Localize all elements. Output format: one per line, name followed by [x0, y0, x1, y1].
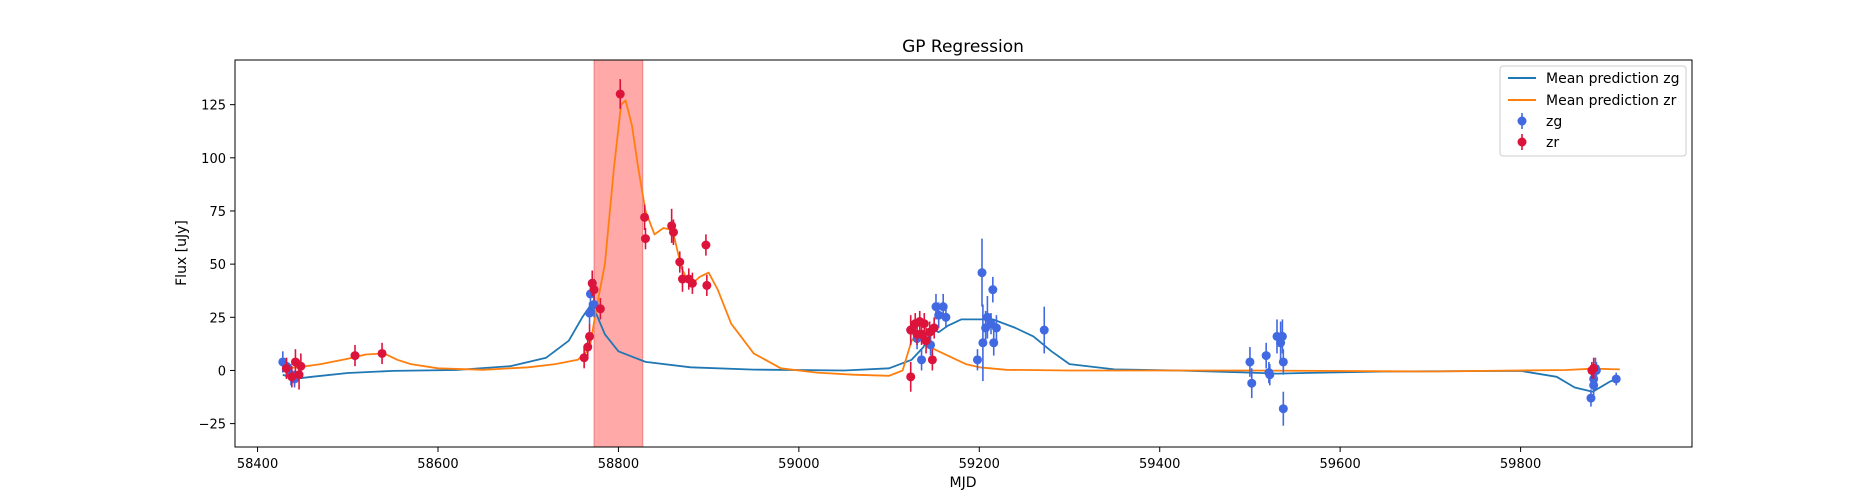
data-point-zr-19 [677, 274, 687, 284]
data-point-zr-7 [579, 353, 589, 363]
observation-points [278, 79, 1621, 426]
chart-title: GP Regression [902, 37, 1024, 57]
y-tick-label: 50 [209, 258, 226, 273]
x-tick-label: 59800 [1500, 457, 1541, 472]
highlight-region [593, 59, 644, 448]
data-point-zr-4 [296, 361, 306, 371]
data-point-zr-24 [906, 372, 916, 382]
data-point-zg-22 [988, 285, 998, 295]
x-tick-label: 59400 [1139, 457, 1180, 472]
data-point-zr-3 [294, 370, 304, 380]
data-point-zr-31 [921, 336, 931, 346]
data-point-zr-21 [687, 278, 697, 288]
data-point-zr-1 [287, 372, 297, 382]
data-point-zr-33 [927, 355, 937, 365]
legend-swatch-zr-marker [1517, 137, 1527, 147]
data-point-zr-14 [640, 212, 650, 222]
y-tick-label: 125 [201, 99, 226, 114]
data-point-zg-30 [1265, 370, 1275, 380]
data-point-zr-36 [1589, 363, 1599, 373]
data-point-zg-28 [1261, 351, 1271, 361]
y-tick-label: 100 [201, 152, 226, 167]
data-point-zr-25 [906, 325, 916, 335]
legend-label-zr: zr [1546, 135, 1559, 151]
data-point-zg-16 [972, 355, 982, 365]
data-point-zg-34 [1278, 357, 1288, 367]
data-point-zg-10 [917, 355, 927, 365]
data-point-zr-23 [702, 280, 712, 290]
data-point-zg-7 [589, 300, 599, 310]
legend-label-zr-line: Mean prediction zr [1546, 93, 1677, 109]
y-axis-label: Flux [uJy] [174, 220, 190, 286]
data-point-zr-5 [350, 351, 360, 361]
x-axis-label: MJD [950, 475, 977, 491]
data-point-zr-34 [929, 323, 939, 333]
data-point-zr-17 [668, 227, 678, 237]
chart-legend: Mean prediction zg Mean prediction zr zg… [1499, 65, 1687, 157]
y-tick-label: 75 [209, 205, 226, 220]
data-point-zg-25 [1039, 325, 1049, 335]
data-point-zg-24 [991, 323, 1001, 333]
data-point-zr-6 [377, 348, 387, 358]
data-point-zr-0 [281, 363, 291, 373]
y-axis-ticks: −25 0 25 50 75 100 125 [199, 99, 235, 433]
x-tick-label: 58400 [237, 457, 278, 472]
data-point-zg-26 [1245, 357, 1255, 367]
prediction-line-zg [282, 305, 1621, 393]
data-point-zg-35 [1278, 404, 1288, 414]
data-point-zr-18 [675, 257, 685, 267]
data-point-zg-33 [1277, 331, 1287, 341]
data-point-zg-38 [1589, 380, 1599, 390]
data-point-zr-8 [583, 342, 593, 352]
data-point-zg-4 [585, 308, 595, 318]
y-tick-label: 25 [209, 311, 226, 326]
x-tick-label: 59600 [1319, 457, 1360, 472]
data-point-zr-13 [615, 89, 625, 99]
prediction-line-zr [282, 99, 1620, 377]
data-point-zg-15 [941, 312, 951, 322]
legend-swatch-zg-marker [1517, 116, 1527, 126]
data-point-zr-30 [919, 319, 929, 329]
x-axis-ticks: 58400 58600 58800 59000 59200 59400 59600 59800 [237, 447, 1541, 472]
data-point-zg-13 [934, 310, 944, 320]
x-tick-label: 59000 [778, 457, 819, 472]
x-tick-label: 58800 [598, 457, 639, 472]
x-tick-label: 58600 [417, 457, 458, 472]
highlight-region-layer [593, 59, 644, 448]
data-point-zr-12 [595, 304, 605, 314]
y-tick-label: −25 [199, 418, 226, 433]
gp-prediction-lines [282, 99, 1621, 393]
legend-label-zg-line: Mean prediction zg [1546, 71, 1680, 87]
data-point-zr-11 [589, 285, 599, 295]
y-tick-label: 0 [218, 364, 226, 379]
data-point-zg-27 [1247, 378, 1257, 388]
data-point-zg-17 [977, 268, 987, 278]
legend-label-zg: zg [1546, 114, 1562, 130]
legend-box [1499, 65, 1687, 157]
data-point-zr-22 [701, 240, 711, 250]
data-point-zr-9 [585, 331, 595, 341]
x-tick-label: 59200 [959, 457, 1000, 472]
data-point-zg-41 [1611, 374, 1621, 384]
plot-frame [234, 59, 1693, 448]
data-point-zr-15 [640, 234, 650, 244]
